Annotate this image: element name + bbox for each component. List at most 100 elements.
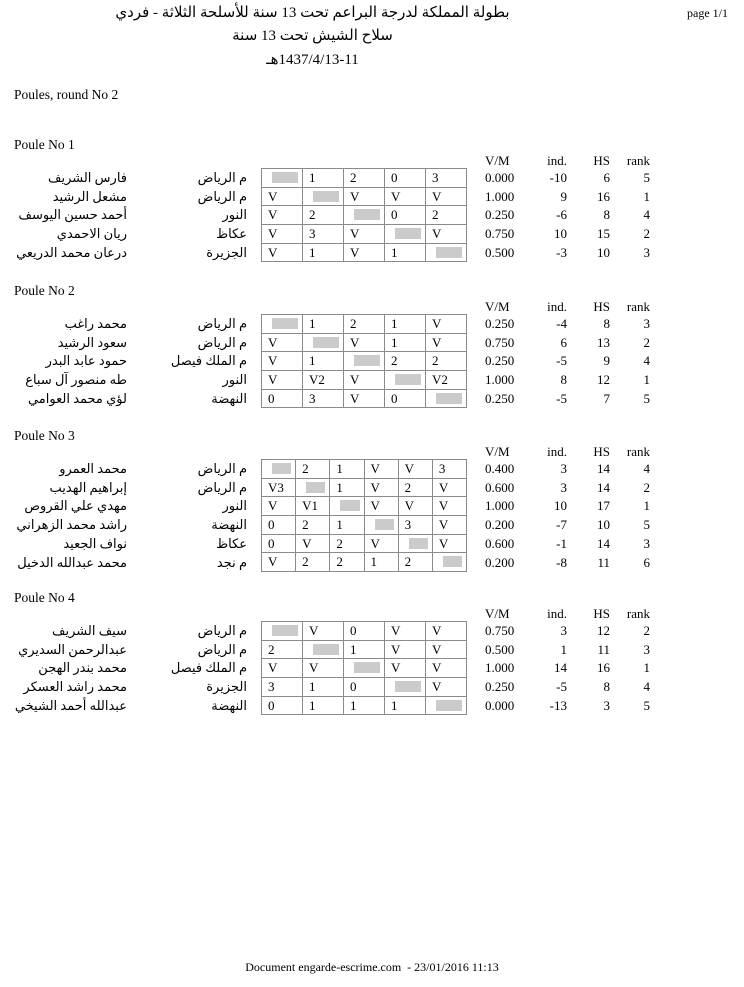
stat-hs: 10	[597, 244, 610, 260]
fencer-name: أحمد حسين اليوسف	[18, 207, 127, 223]
fencer-club: النهضة	[211, 390, 247, 406]
score-cell: 1	[344, 640, 385, 660]
stat-ind: -10	[549, 170, 567, 185]
score-cell: V	[262, 225, 303, 244]
score-cell: V	[303, 622, 344, 641]
stat-vm: 0.000	[485, 697, 515, 713]
stat-rank: 1	[643, 188, 651, 204]
score-cell: 0	[385, 169, 426, 188]
diagonal-block	[272, 625, 298, 636]
stats-header-ind: ind.	[547, 444, 567, 459]
fencer-name: سيف الشريف	[52, 623, 127, 638]
stat-hs: 12	[597, 372, 610, 388]
fencer-club: م الرياض	[197, 623, 247, 638]
score-cell: 2	[398, 478, 433, 498]
stat-rank: 5	[643, 170, 651, 185]
fencer-club: م نجد	[216, 554, 247, 570]
stat-rank: 4	[643, 353, 651, 369]
stat-ind: -4	[556, 316, 567, 331]
poule-title: Poule No 2	[14, 283, 75, 298]
fencer-name: مشعل الرشيد	[52, 188, 127, 204]
stat-hs: 9	[603, 353, 611, 369]
diagonal-block	[436, 246, 462, 258]
diagonal-cell	[262, 460, 297, 479]
fencer-name: محمد راغب	[64, 316, 127, 331]
stats-header-ind: ind.	[547, 153, 567, 168]
score-cell: V	[303, 659, 344, 679]
score-cell: V	[426, 333, 467, 353]
stat-hs: 8	[603, 207, 611, 223]
stat-rank: 4	[643, 679, 651, 695]
score-cell: 1	[385, 315, 426, 334]
title-line-2: سلاح الشيش تحت 13 سنة	[232, 28, 393, 45]
score-cell: 3	[262, 678, 303, 697]
stat-ind: 8	[560, 372, 568, 388]
score-cell: V	[432, 478, 467, 498]
stat-ind: 10	[554, 498, 567, 514]
stat-rank: 6	[643, 554, 651, 570]
stats-header-rank: rank	[626, 444, 650, 459]
fencer-name: محمد عبدالله الدخيل	[17, 554, 127, 570]
diagonal-cell	[262, 169, 303, 188]
stat-ind: -1	[556, 535, 567, 551]
score-cell: V3	[262, 478, 297, 498]
stat-vm: 0.600	[485, 479, 515, 495]
tournament-title: بطولة المملكة لدرجة البراعم تحت 13 سنة ل…	[60, 2, 565, 72]
stat-rank: 1	[643, 498, 651, 514]
diagonal-block	[313, 643, 339, 655]
score-cell: V	[385, 659, 426, 679]
score-cell: 1	[303, 169, 344, 188]
stat-hs: 14	[597, 461, 610, 476]
score-cell: 2	[330, 553, 365, 573]
score-cell: 2	[398, 553, 433, 573]
stat-rank: 2	[643, 334, 651, 350]
diagonal-block	[436, 392, 462, 404]
poule-title: Poule No 1	[14, 137, 75, 152]
diagonal-block	[395, 374, 421, 386]
score-cell: 2	[303, 206, 344, 226]
stat-ind: 1	[560, 641, 568, 657]
diagonal-cell	[426, 389, 467, 409]
diagonal-cell	[385, 371, 426, 390]
diagonal-block	[306, 481, 326, 493]
score-cell: 1	[364, 553, 399, 573]
stat-vm: 1.000	[485, 498, 515, 514]
score-cell: 2	[296, 460, 331, 479]
score-cell: V	[426, 640, 467, 660]
stat-rank: 3	[643, 316, 651, 331]
score-cell: V	[385, 622, 426, 641]
score-cell: 1	[303, 678, 344, 697]
round-title: Poules, round No 2	[14, 87, 119, 102]
fencer-name: عبدالله أحمد الشيخي	[14, 697, 127, 713]
stat-hs: 12	[597, 623, 610, 638]
stat-vm: 0.750	[485, 623, 515, 638]
stat-rank: 5	[643, 697, 651, 713]
score-cell: V2	[426, 371, 467, 390]
score-cell: V	[426, 315, 467, 334]
fencer-name: سعود الرشيد	[57, 334, 127, 350]
stat-ind: 6	[560, 334, 568, 350]
diagonal-block	[272, 318, 298, 329]
fencer-club: م الملك فيصل	[170, 660, 247, 676]
score-cell: 0	[385, 206, 426, 226]
fencer-name: حمود عابد البدر	[45, 353, 127, 369]
score-cell: V	[344, 225, 385, 244]
stat-hs: 8	[603, 679, 611, 695]
stat-hs: 13	[597, 334, 610, 350]
diagonal-cell	[364, 516, 399, 535]
fencer-name: فارس الشريف	[48, 170, 127, 185]
diagonal-block	[313, 190, 339, 202]
fencer-name: درعان محمد الدريعي	[16, 244, 127, 260]
score-cell: 2	[330, 534, 365, 554]
score-cell: 1	[344, 696, 385, 716]
fencer-name: طه منصور آل سباع	[25, 372, 127, 388]
fencer-club: م الرياض	[197, 316, 247, 331]
stats-header-vm: V/M	[485, 606, 510, 621]
stat-vm: 0.400	[485, 461, 515, 476]
score-cell: 2	[344, 315, 385, 334]
diagonal-cell	[432, 553, 467, 573]
score-cell: V	[262, 553, 297, 573]
fencer-name: مهدي علي القروص	[24, 498, 127, 514]
score-cell: 1	[385, 243, 426, 263]
stat-rank: 3	[643, 535, 651, 551]
